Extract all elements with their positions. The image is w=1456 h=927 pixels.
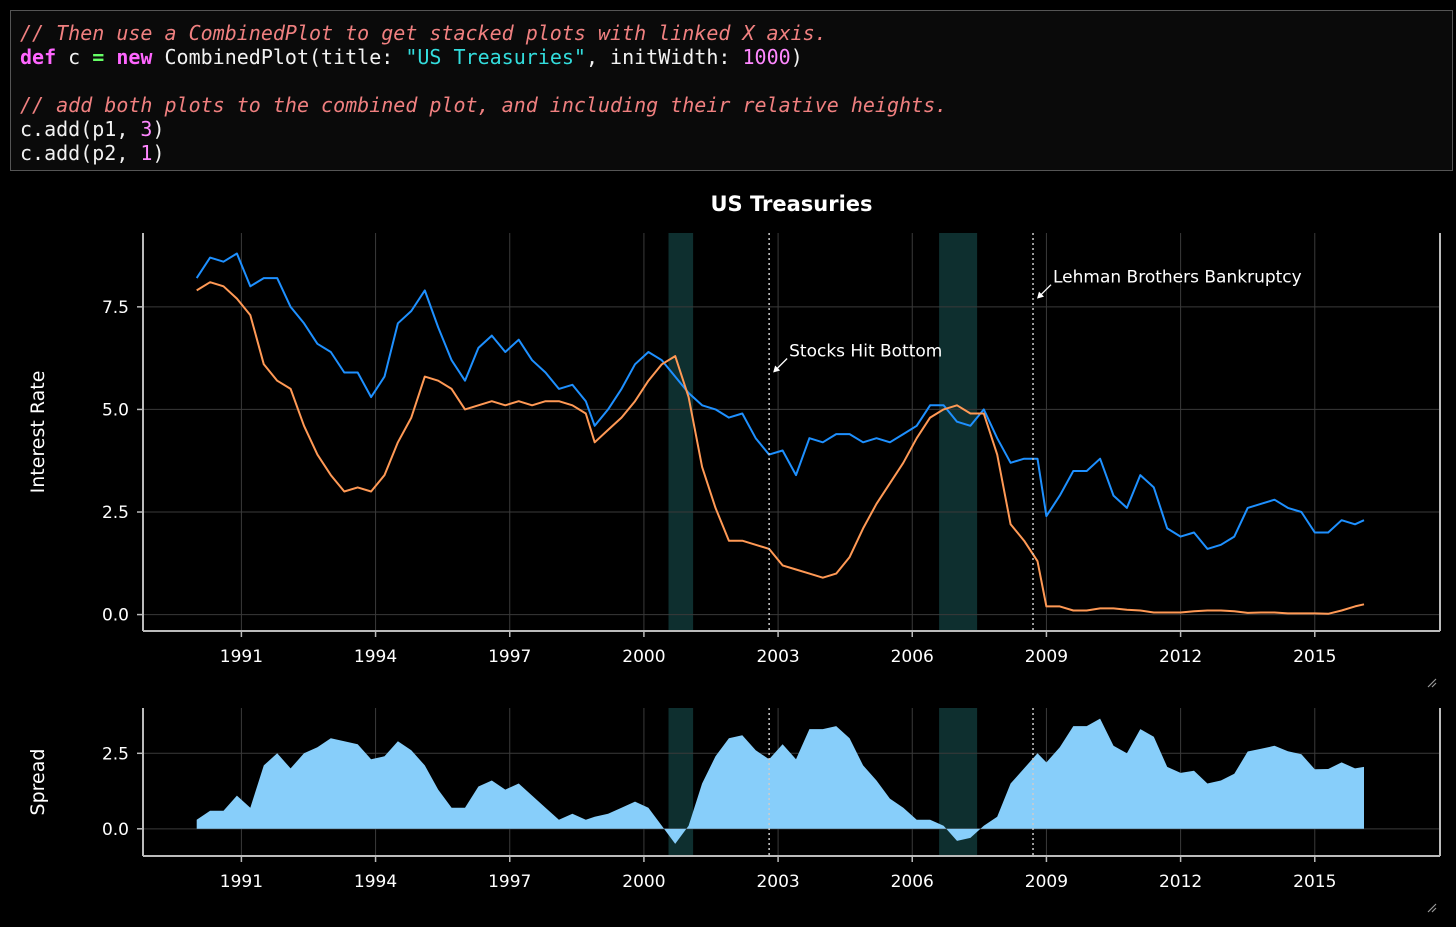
x-tick-label: 2009	[1025, 872, 1068, 892]
annotation-label: Stocks Hit Bottom	[789, 342, 942, 362]
recession-band	[939, 233, 978, 631]
x-tick-label: 2000	[622, 872, 665, 892]
resize-handle-icon	[1427, 678, 1437, 688]
code-keyword: new	[116, 45, 153, 69]
y-tick-label: 5.0	[102, 400, 129, 420]
x-tick-label: 2003	[756, 647, 799, 667]
code-text: CombinedPlot(title:	[152, 45, 406, 69]
resize-handle-icon	[1427, 903, 1437, 913]
recession-band	[668, 233, 694, 631]
code-text: c.add(p2,	[20, 141, 141, 165]
code-text: )	[152, 117, 165, 141]
y-tick-label: 7.5	[102, 298, 129, 318]
code-number: 1000	[742, 45, 791, 69]
code-operator: =	[92, 45, 105, 69]
spread-area	[196, 718, 1365, 844]
code-text: c	[56, 45, 93, 69]
code-line-1: // Then use a CombinedPlot to get stacke…	[20, 21, 827, 45]
code-string: "US Treasuries"	[405, 45, 586, 69]
annotation-arrowhead	[1037, 291, 1045, 299]
code-number: 3	[140, 117, 153, 141]
top-panel: 0.0 2.5 5.0 7.5 1991 1994 1997 2000 2003 2006 2009…	[27, 233, 1441, 688]
code-text: )	[790, 45, 803, 69]
code-text: , initWidth:	[585, 45, 743, 69]
x-tick-label: 2015	[1293, 647, 1336, 667]
x-tick-label: 2000	[622, 647, 665, 667]
x-tick-label: 2006	[891, 872, 934, 892]
y-tick-label: 0.0	[102, 606, 129, 626]
x-tick-label: 2012	[1159, 647, 1202, 667]
series-line-2	[196, 281, 1365, 615]
code-text: c.add(p1,	[20, 117, 141, 141]
x-tick-label: 1991	[220, 872, 263, 892]
y-tick-label: 0.0	[102, 820, 129, 840]
x-tick-label: 2009	[1025, 647, 1068, 667]
code-comment: // Then use a CombinedPlot to get stacke…	[20, 21, 827, 45]
x-tick-label: 2003	[756, 872, 799, 892]
x-tick-label: 1997	[488, 647, 531, 667]
bottom-panel: 0.0 2.5 1991 1994 1997 2000 2003 2006 2009 2012 20…	[27, 708, 1441, 913]
series-line-1	[195, 252, 1365, 550]
x-tick-label: 1994	[354, 647, 397, 667]
x-tick-label: 1994	[354, 872, 397, 892]
code-line-5: c.add(p1, 3)	[20, 117, 165, 141]
annotation-label: Lehman Brothers Bankruptcy	[1053, 268, 1302, 288]
x-tick-label: 1997	[488, 872, 531, 892]
code-number: 1	[140, 141, 153, 165]
code-keyword: def	[20, 45, 57, 69]
x-tick-label: 2015	[1293, 872, 1336, 892]
y-tick-label: 2.5	[102, 503, 129, 523]
y-axis-label: Spread	[27, 749, 49, 816]
code-comment: // add both plots to the combined plot, …	[20, 93, 948, 117]
code-line-6: c.add(p2, 1)	[20, 141, 165, 165]
y-tick-label: 2.5	[102, 744, 129, 764]
x-tick-label: 2006	[891, 647, 934, 667]
x-tick-label: 2012	[1159, 872, 1202, 892]
x-tick-label: 1991	[220, 647, 263, 667]
code-cell[interactable]: // Then use a CombinedPlot to get stacke…	[10, 10, 1453, 171]
annotation-arrowhead	[773, 365, 781, 373]
code-line-2: def c = new CombinedPlot(title: "US Trea…	[20, 45, 803, 69]
chart-title: US Treasuries	[710, 192, 872, 216]
code-line-4: // add both plots to the combined plot, …	[20, 93, 947, 117]
y-axis-label: Interest Rate	[27, 371, 49, 494]
code-text: )	[152, 141, 165, 165]
